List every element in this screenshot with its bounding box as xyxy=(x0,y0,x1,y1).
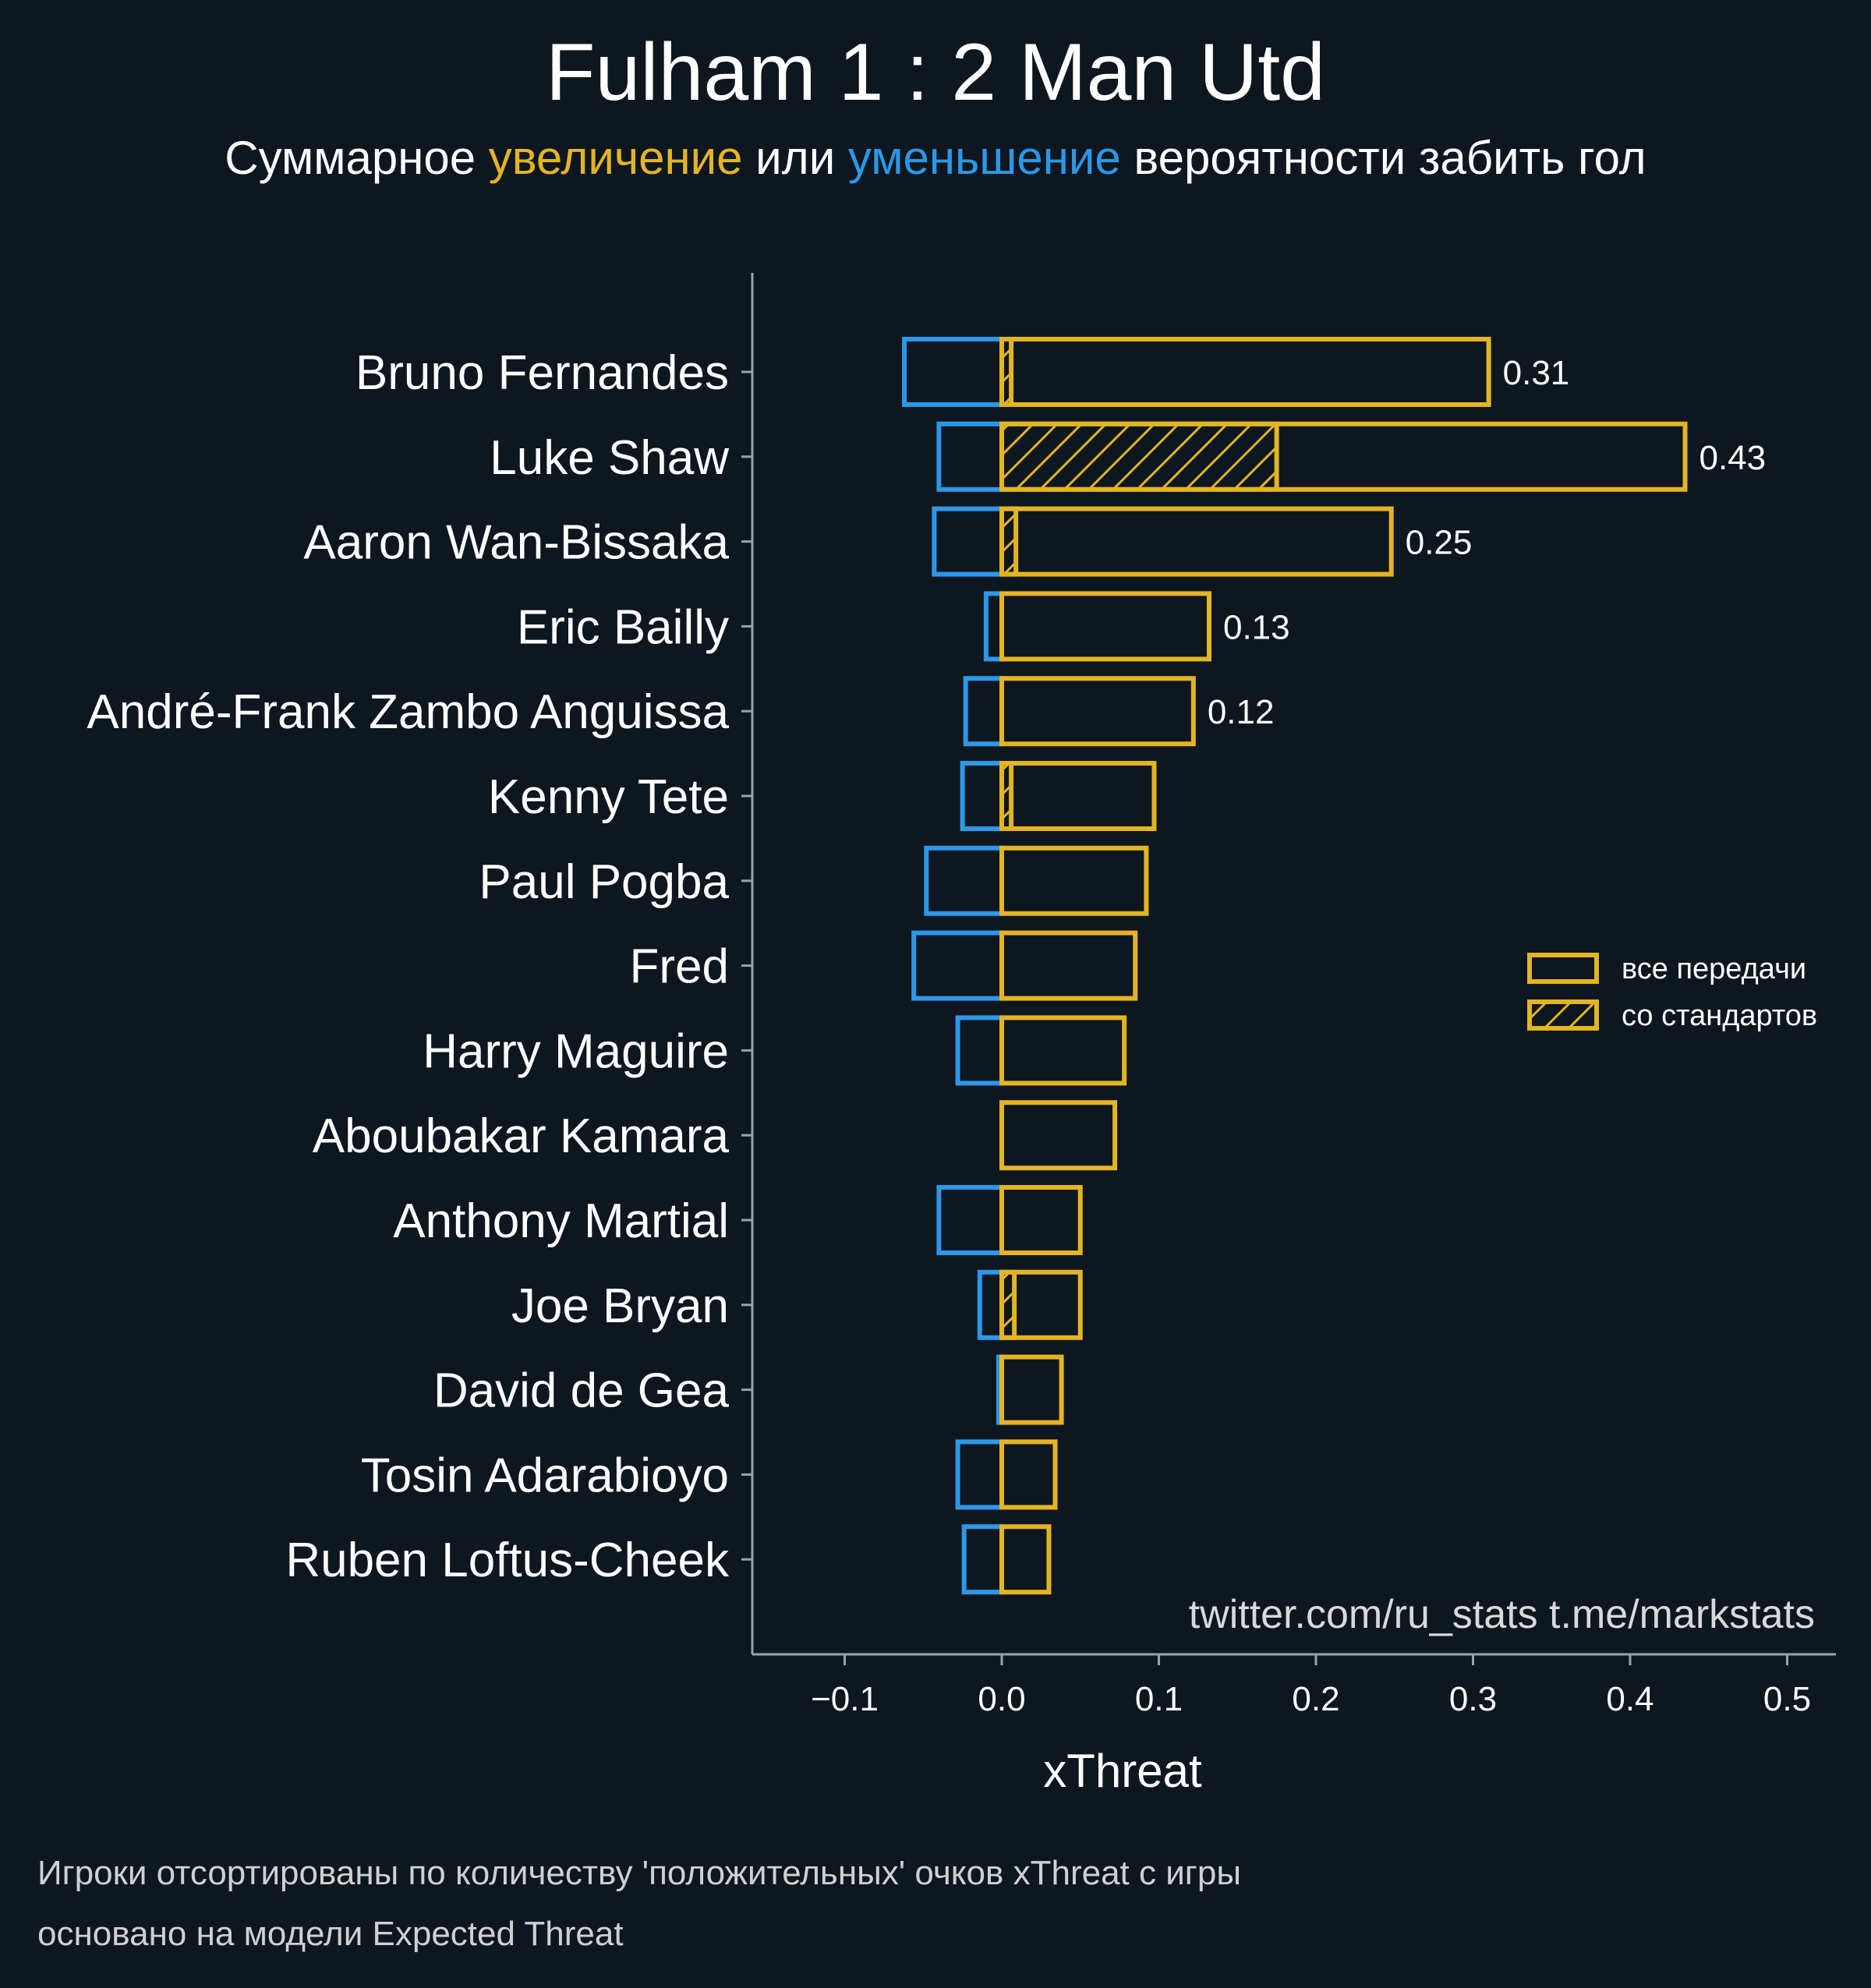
positive-bar xyxy=(999,337,1491,407)
subtitle-suffix: вероятности забить гол xyxy=(1120,132,1646,184)
value-label: 0.25 xyxy=(1406,524,1473,562)
player-label: Fred xyxy=(630,940,729,994)
footnote-model: основано на модели Expected Threat xyxy=(37,1915,624,1953)
positive-bar xyxy=(999,1354,1064,1425)
positive-bar xyxy=(999,845,1149,916)
x-tick-label: 0.5 xyxy=(1763,1680,1811,1718)
negative-bar xyxy=(961,1524,1005,1595)
player-label: Kenny Tete xyxy=(488,770,729,824)
player-label: Tosin Adarabioyo xyxy=(361,1449,729,1502)
legend-swatch-all-passes xyxy=(1527,953,1599,984)
chart-bars xyxy=(902,337,1688,1595)
positive-bar xyxy=(999,1100,1118,1171)
legend: все передачи со стандартов xyxy=(1527,953,1817,1032)
player-label: Bruno Fernandes xyxy=(355,346,729,400)
player-label: Aboubakar Kamara xyxy=(313,1109,730,1163)
value-label: 0.43 xyxy=(1699,439,1767,477)
player-label: Luke Shaw xyxy=(490,431,729,485)
positive-bar xyxy=(999,421,1688,492)
credit-text: twitter.com/ru_stats t.me/markstats xyxy=(1189,1592,1815,1637)
negative-bar xyxy=(963,676,1005,747)
negative-bar xyxy=(960,761,1004,831)
value-label: 0.12 xyxy=(1208,693,1275,731)
set-piece-bar xyxy=(999,421,1279,492)
legend-label-all-passes: все передачи xyxy=(1622,953,1806,985)
positive-bar xyxy=(999,676,1196,747)
player-label: Paul Pogba xyxy=(479,855,729,909)
legend-swatch-set-pieces xyxy=(1527,999,1599,1031)
negative-bar xyxy=(924,845,1005,916)
x-tick-label: 0.0 xyxy=(978,1680,1025,1718)
positive-bar xyxy=(999,761,1157,831)
negative-bar xyxy=(902,337,1004,407)
positive-bar xyxy=(999,1185,1083,1255)
player-label: Anthony Martial xyxy=(393,1194,729,1248)
x-tick-label: 0.2 xyxy=(1292,1680,1339,1718)
player-label: Harry Maguire xyxy=(423,1024,729,1078)
negative-bar xyxy=(936,1185,1005,1255)
chart-title: Fulham 1 : 2 Man Utd xyxy=(546,27,1325,118)
negative-bar xyxy=(955,1439,1004,1510)
player-label: David de Gea xyxy=(433,1364,730,1418)
positive-bar xyxy=(999,1524,1052,1595)
subtitle-prefix: Суммарное xyxy=(225,132,489,184)
x-tick-label: 0.3 xyxy=(1449,1680,1497,1718)
x-axis-label: xThreat xyxy=(1043,1745,1202,1797)
chart-subtitle: Суммарное увеличение или уменьшение веро… xyxy=(0,125,1871,192)
value-label: 0.13 xyxy=(1223,608,1290,646)
subtitle-decrease-word: уменьшение xyxy=(847,132,1121,184)
negative-bar xyxy=(932,506,1004,577)
x-tick-label: 0.4 xyxy=(1606,1680,1653,1718)
negative-bar xyxy=(936,421,1005,492)
negative-bar xyxy=(955,1015,1004,1086)
footnote-sorting: Игроки отсортированы по количеству 'поло… xyxy=(37,1854,1241,1892)
positive-bar xyxy=(999,930,1138,1001)
subtitle-middle: или xyxy=(742,132,848,184)
chart-axes: −0.1 0.0 0.1 0.2 0.3 0.4 0.5 xyxy=(741,273,1836,1718)
subtitle-increase-word: увеличение xyxy=(488,132,743,184)
player-label: Eric Bailly xyxy=(517,600,729,654)
positive-bar xyxy=(999,1269,1083,1340)
x-tick-label: −0.1 xyxy=(811,1680,879,1718)
player-label: Ruben Loftus-Cheek xyxy=(285,1533,730,1587)
positive-bar xyxy=(999,591,1211,662)
positive-bar xyxy=(999,1439,1058,1510)
value-label: 0.31 xyxy=(1503,354,1570,392)
player-label: Joe Bryan xyxy=(511,1279,729,1333)
player-label: André-Frank Zambo Anguissa xyxy=(87,685,729,739)
negative-bar xyxy=(911,930,1005,1001)
x-tick-label: 0.1 xyxy=(1135,1680,1183,1718)
positive-bar xyxy=(999,506,1394,577)
negative-bar xyxy=(977,1269,1005,1340)
legend-label-set-pieces: со стандартов xyxy=(1622,999,1817,1032)
chart-labels: Bruno Fernandes 0.31 Luke Shaw 0.43 Aaron Wa… xyxy=(87,346,1766,1587)
player-label: Aaron Wan-Bissaka xyxy=(303,516,729,570)
positive-bar xyxy=(999,1015,1127,1086)
negative-bar xyxy=(983,591,1004,662)
